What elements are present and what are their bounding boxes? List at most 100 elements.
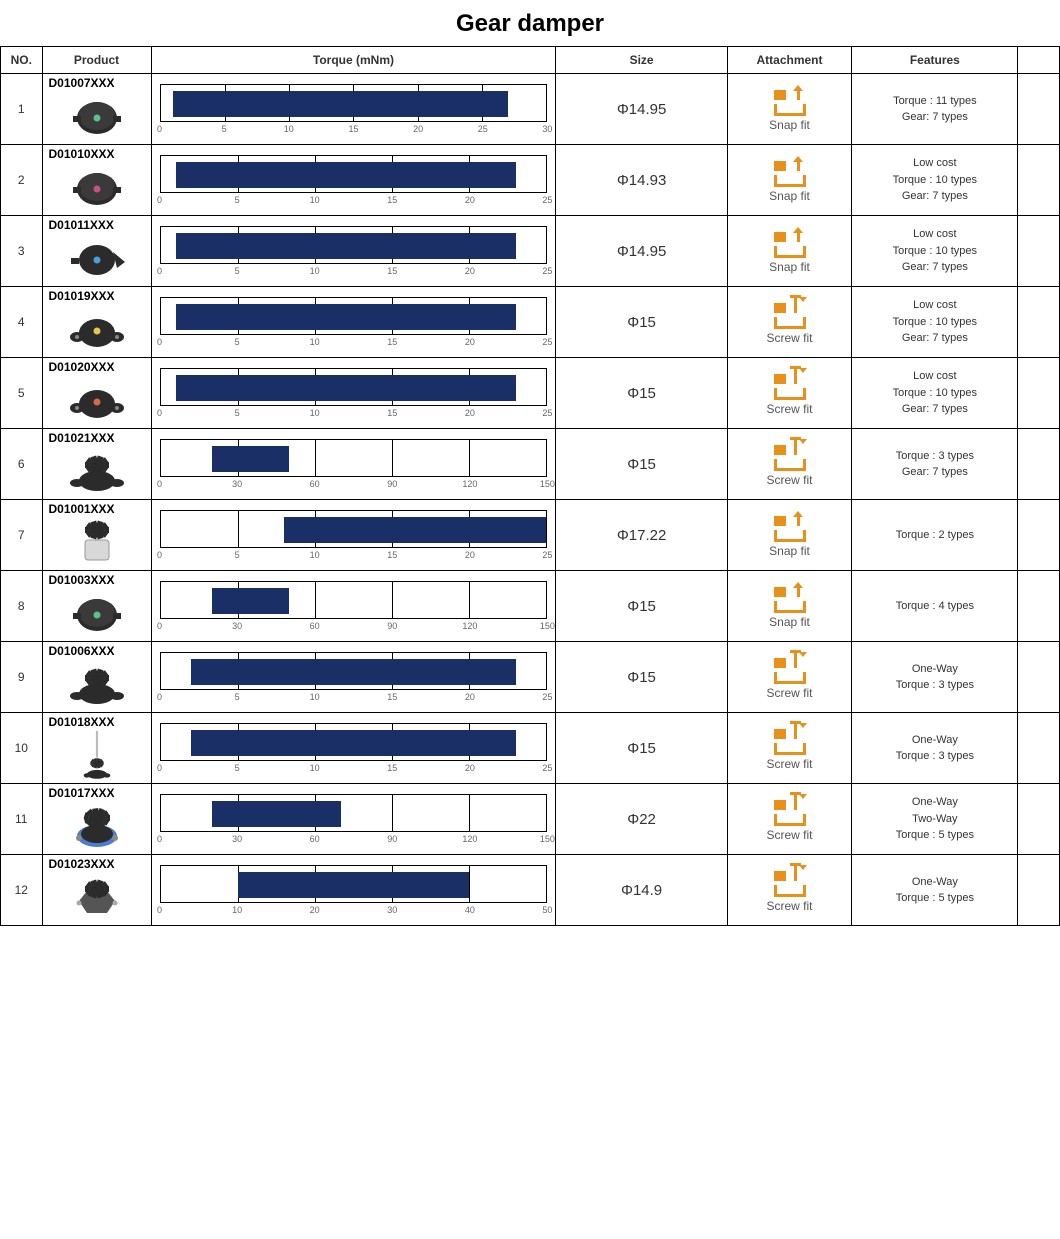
product-cell[interactable]: D01007XXX: [42, 74, 151, 145]
torque-chart: 01020304050: [160, 865, 548, 919]
attachment-label: Screw fit: [730, 331, 850, 345]
link-cell[interactable]: [1018, 642, 1060, 713]
torque-chart: 0510152025: [160, 368, 548, 422]
torque-cell: 0510152025: [151, 500, 556, 571]
col-prod: Product: [42, 47, 151, 74]
link-cell[interactable]: [1018, 855, 1060, 926]
product-cell[interactable]: D01006XXX: [42, 642, 151, 713]
table-row: 5 D01020XXX 0510152025 Φ15 Screw fit Low…: [1, 358, 1060, 429]
torque-cell: 0510152025: [151, 216, 556, 287]
link-cell[interactable]: [1018, 784, 1060, 855]
attachment-label: Screw fit: [730, 473, 850, 487]
attachment-cell: Snap fit: [727, 74, 852, 145]
link-cell[interactable]: [1018, 145, 1060, 216]
product-image: [67, 447, 127, 497]
torque-cell: 0306090120150: [151, 571, 556, 642]
row-no: 12: [1, 855, 43, 926]
size-cell: Φ17.22: [556, 500, 727, 571]
row-no: 6: [1, 429, 43, 500]
attachment-label: Snap fit: [730, 118, 850, 132]
size-cell: Φ15: [556, 713, 727, 784]
col-link: [1018, 47, 1060, 74]
product-image: [67, 802, 127, 852]
link-cell[interactable]: [1018, 74, 1060, 145]
attachment-label: Snap fit: [730, 615, 850, 629]
table-row: 8 D01003XXX 0306090120150 Φ15 Snap fit T…: [1, 571, 1060, 642]
size-cell: Φ22: [556, 784, 727, 855]
product-cell[interactable]: D01001XXX: [42, 500, 151, 571]
size-cell: Φ15: [556, 358, 727, 429]
table-row: 4 D01019XXX 0510152025 Φ15 Screw fit Low…: [1, 287, 1060, 358]
col-feat: Features: [852, 47, 1018, 74]
snap-fit-icon: [770, 585, 810, 613]
table-header-row: NO. Product Torque (mNm) Size Attachment…: [1, 47, 1060, 74]
product-cell[interactable]: D01010XXX: [42, 145, 151, 216]
attachment-label: Snap fit: [730, 189, 850, 203]
row-no: 1: [1, 74, 43, 145]
attachment-cell: Screw fit: [727, 642, 852, 713]
product-code: D01021XXX: [45, 431, 149, 445]
product-image: [67, 731, 127, 781]
screw-fit-icon: [770, 656, 810, 684]
link-cell[interactable]: [1018, 287, 1060, 358]
product-cell[interactable]: D01020XXX: [42, 358, 151, 429]
features-cell: One-WayTwo-WayTorque : 5 types: [852, 784, 1018, 855]
product-cell[interactable]: D01011XXX: [42, 216, 151, 287]
link-cell[interactable]: [1018, 500, 1060, 571]
features-cell: One-WayTorque : 3 types: [852, 713, 1018, 784]
link-cell[interactable]: [1018, 216, 1060, 287]
product-image: [67, 589, 127, 639]
product-cell[interactable]: D01021XXX: [42, 429, 151, 500]
product-cell[interactable]: D01003XXX: [42, 571, 151, 642]
col-size: Size: [556, 47, 727, 74]
product-table: NO. Product Torque (mNm) Size Attachment…: [0, 46, 1060, 926]
table-row: 1 D01007XXX 051015202530 Φ14.95 Snap fit…: [1, 74, 1060, 145]
product-cell[interactable]: D01019XXX: [42, 287, 151, 358]
product-image: [67, 163, 127, 213]
table-row: 9 D01006XXX 0510152025 Φ15 Screw fit One…: [1, 642, 1060, 713]
row-no: 8: [1, 571, 43, 642]
row-no: 5: [1, 358, 43, 429]
product-code: D01011XXX: [45, 218, 149, 232]
product-cell[interactable]: D01018XXX: [42, 713, 151, 784]
link-cell[interactable]: [1018, 358, 1060, 429]
features-cell: Torque : 3 typesGear: 7 types: [852, 429, 1018, 500]
torque-cell: 0306090120150: [151, 429, 556, 500]
link-cell[interactable]: [1018, 429, 1060, 500]
features-cell: Torque : 2 types: [852, 500, 1018, 571]
attachment-label: Screw fit: [730, 402, 850, 416]
table-row: 11 D01017XXX 0306090120150 Φ22 Screw fit…: [1, 784, 1060, 855]
snap-fit-icon: [770, 88, 810, 116]
torque-cell: 0510152025: [151, 642, 556, 713]
screw-fit-icon: [770, 727, 810, 755]
row-no: 2: [1, 145, 43, 216]
product-cell[interactable]: D01017XXX: [42, 784, 151, 855]
attachment-label: Snap fit: [730, 260, 850, 274]
torque-cell: 0510152025: [151, 713, 556, 784]
table-row: 7 D01001XXX 0510152025 Φ17.22 Snap fit T…: [1, 500, 1060, 571]
size-cell: Φ14.9: [556, 855, 727, 926]
col-att: Attachment: [727, 47, 852, 74]
torque-chart: 0510152025: [160, 652, 548, 706]
torque-cell: 0306090120150: [151, 784, 556, 855]
torque-cell: 0510152025: [151, 358, 556, 429]
attachment-cell: Screw fit: [727, 287, 852, 358]
attachment-cell: Screw fit: [727, 713, 852, 784]
link-cell[interactable]: [1018, 571, 1060, 642]
features-cell: Torque : 11 typesGear: 7 types: [852, 74, 1018, 145]
link-cell[interactable]: [1018, 713, 1060, 784]
product-cell[interactable]: D01023XXX: [42, 855, 151, 926]
attachment-label: Screw fit: [730, 899, 850, 913]
attachment-cell: Snap fit: [727, 216, 852, 287]
attachment-cell: Screw fit: [727, 855, 852, 926]
product-image: [67, 234, 127, 284]
torque-chart: 0510152025: [160, 297, 548, 351]
product-code: D01003XXX: [45, 573, 149, 587]
snap-fit-icon: [770, 230, 810, 258]
torque-chart: 0510152025: [160, 226, 548, 280]
screw-fit-icon: [770, 301, 810, 329]
product-code: D01018XXX: [45, 715, 149, 729]
size-cell: Φ14.95: [556, 74, 727, 145]
attachment-cell: Snap fit: [727, 145, 852, 216]
size-cell: Φ15: [556, 429, 727, 500]
